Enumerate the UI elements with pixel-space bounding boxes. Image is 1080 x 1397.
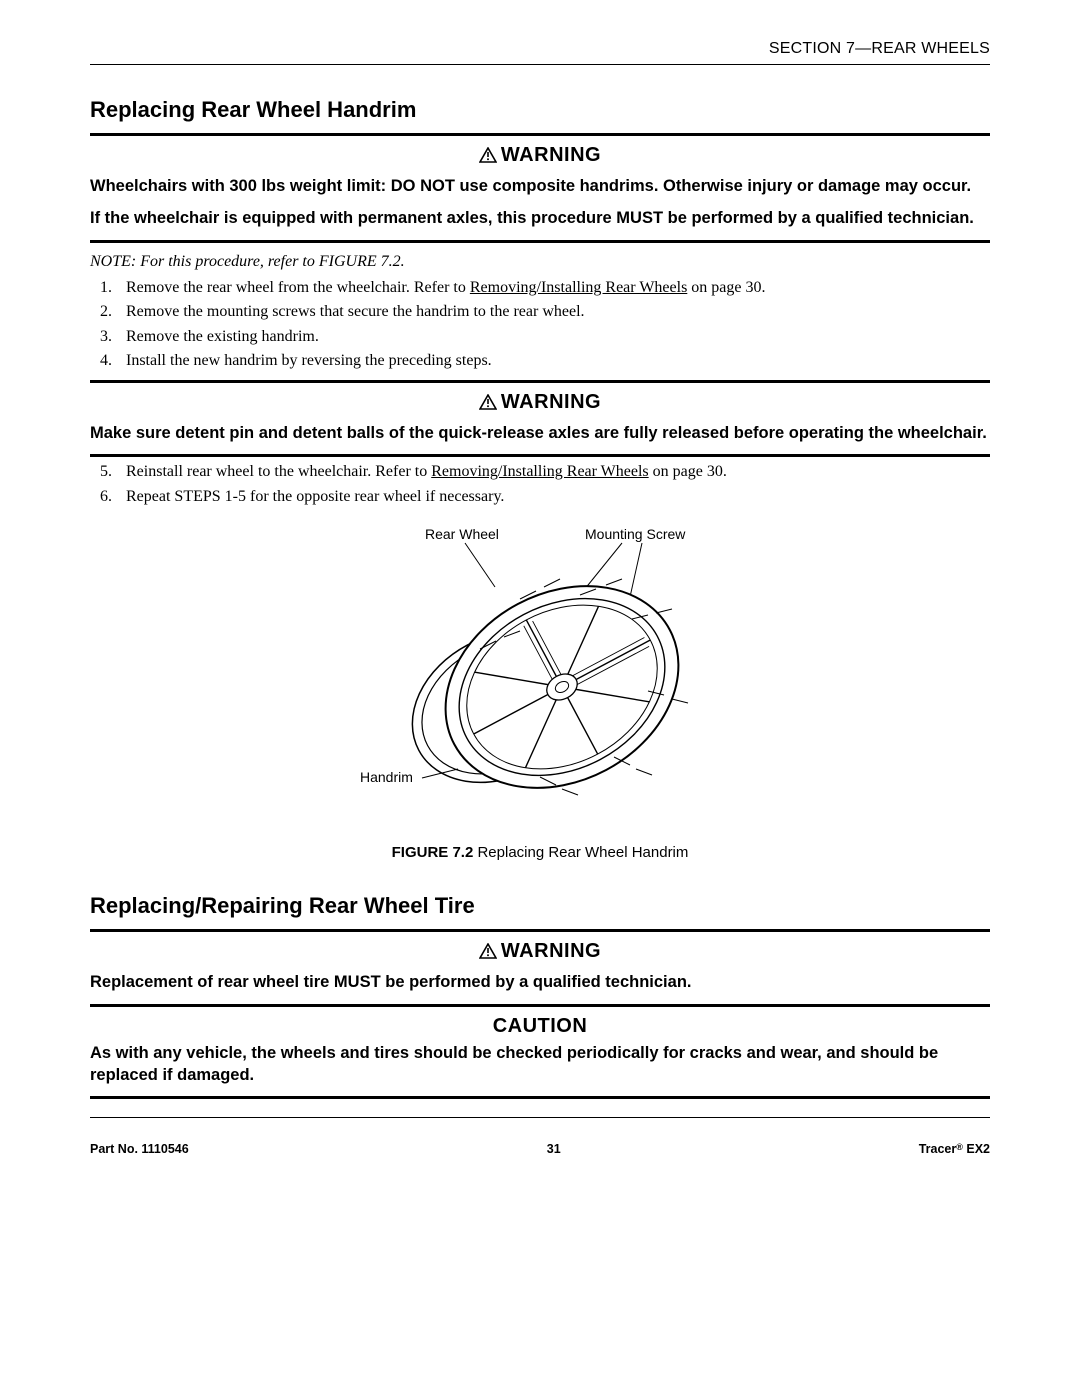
warning-text: Wheelchairs with 300 lbs weight limit: D… — [90, 175, 990, 197]
page: SECTION 7—REAR WHEELS Replacing Rear Whe… — [45, 0, 1035, 1186]
divider — [90, 929, 990, 932]
figure-number: FIGURE 7.2 — [392, 844, 474, 861]
step-text: on page 30. — [687, 279, 765, 296]
divider — [90, 1096, 990, 1099]
cross-reference-link[interactable]: Removing/Installing Rear Wheels — [431, 463, 648, 480]
footer-page-number: 31 — [547, 1142, 561, 1156]
divider — [90, 380, 990, 383]
steps-list-a: Remove the rear wheel from the wheelchai… — [90, 277, 990, 372]
step-item: Reinstall rear wheel to the wheelchair. … — [116, 461, 990, 483]
heading-replace-tire: Replacing/Repairing Rear Wheel Tire — [90, 893, 990, 919]
figure-caption: FIGURE 7.2 Replacing Rear Wheel Handrim — [90, 844, 990, 861]
warning-icon — [479, 393, 497, 416]
warning-block-2: Make sure detent pin and detent balls of… — [90, 422, 990, 444]
step-item: Remove the mounting screws that secure t… — [116, 301, 990, 323]
caution-text: As with any vehicle, the wheels and tire… — [90, 1042, 990, 1087]
warning-block-3: Replacement of rear wheel tire MUST be p… — [90, 971, 990, 993]
warning-title: WARNING — [90, 940, 990, 965]
warning-block-1: Wheelchairs with 300 lbs weight limit: D… — [90, 175, 990, 230]
warning-label: WARNING — [501, 940, 601, 962]
heading-replace-handrim: Replacing Rear Wheel Handrim — [90, 97, 990, 123]
warning-text: Replacement of rear wheel tire MUST be p… — [90, 971, 990, 993]
caution-block-1: As with any vehicle, the wheels and tire… — [90, 1042, 990, 1087]
warning-title: WARNING — [90, 144, 990, 169]
warning-icon — [479, 942, 497, 965]
warning-text: Make sure detent pin and detent balls of… — [90, 422, 990, 444]
footer-rule — [90, 1117, 990, 1118]
step-text: Remove the rear wheel from the wheelchai… — [126, 279, 470, 296]
step-item: Remove the rear wheel from the wheelchai… — [116, 277, 990, 299]
footer-product: Tracer® EX2 — [919, 1142, 990, 1156]
step-item: Repeat STEPS 1-5 for the opposite rear w… — [116, 486, 990, 508]
procedure-note: NOTE: For this procedure, refer to FIGUR… — [90, 253, 990, 271]
divider — [90, 454, 990, 457]
warning-title: WARNING — [90, 391, 990, 416]
label-mounting-screw: Mounting Screw — [585, 526, 686, 542]
label-rear-wheel: Rear Wheel — [425, 526, 499, 542]
warning-label: WARNING — [501, 391, 601, 413]
warning-text: If the wheelchair is equipped with perma… — [90, 207, 990, 229]
section-header: SECTION 7—REAR WHEELS — [90, 40, 990, 58]
caution-title: CAUTION — [90, 1015, 990, 1038]
warning-label: WARNING — [501, 144, 601, 166]
figure-title: Replacing Rear Wheel Handrim — [473, 844, 688, 861]
wheel-diagram: Rear Wheel Mounting Screw Handrim — [330, 519, 750, 829]
divider — [90, 64, 990, 65]
step-text: on page 30. — [649, 463, 727, 480]
divider — [90, 240, 990, 243]
steps-list-b: Reinstall rear wheel to the wheelchair. … — [90, 461, 990, 507]
step-item: Install the new handrim by reversing the… — [116, 350, 990, 372]
step-item: Remove the existing handrim. — [116, 326, 990, 348]
divider — [90, 1004, 990, 1007]
figure-7-2: Rear Wheel Mounting Screw Handrim — [90, 519, 990, 834]
footer-part-no: Part No. 1110546 — [90, 1142, 189, 1156]
step-text: Reinstall rear wheel to the wheelchair. … — [126, 463, 431, 480]
divider — [90, 133, 990, 136]
warning-icon — [479, 146, 497, 169]
label-handrim: Handrim — [360, 769, 413, 785]
page-footer: Part No. 1110546 31 Tracer® EX2 — [90, 1138, 990, 1156]
cross-reference-link[interactable]: Removing/Installing Rear Wheels — [470, 279, 687, 296]
